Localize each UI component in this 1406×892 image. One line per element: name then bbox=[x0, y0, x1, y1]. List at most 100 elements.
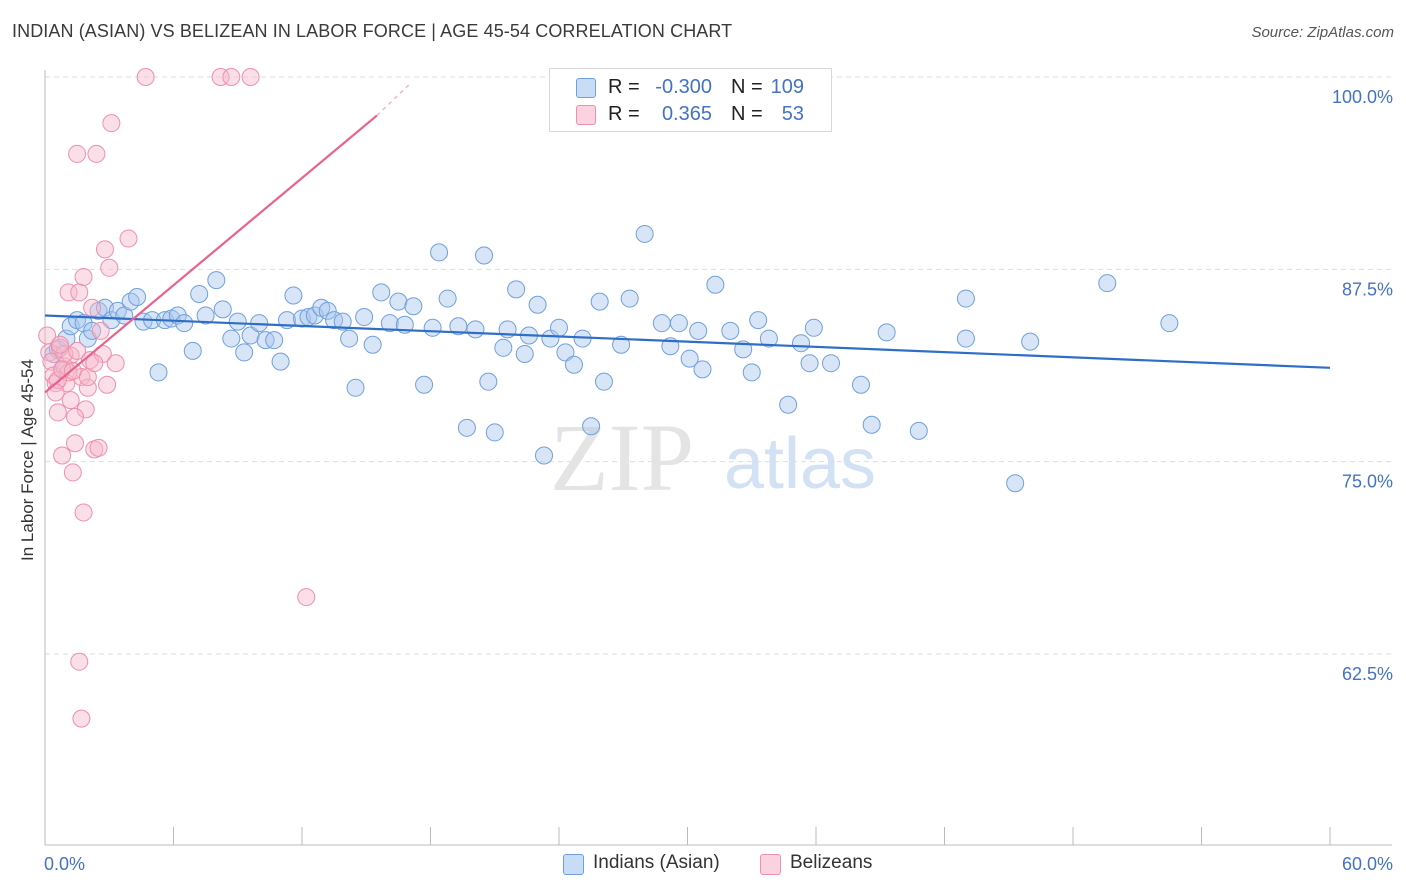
data-point bbox=[98, 375, 117, 394]
data-point bbox=[271, 352, 290, 371]
data-point bbox=[241, 326, 260, 345]
data-point bbox=[70, 652, 89, 671]
data-point bbox=[507, 280, 526, 299]
legend-row-indians: R = -0.300 N = 109 bbox=[550, 74, 831, 102]
data-point bbox=[87, 144, 106, 163]
data-point bbox=[68, 144, 87, 163]
data-point bbox=[102, 114, 121, 133]
data-point bbox=[909, 421, 928, 440]
data-point bbox=[862, 415, 881, 434]
data-point bbox=[430, 243, 449, 262]
trend-lines bbox=[44, 84, 1331, 394]
legend-swatch-indians bbox=[576, 78, 596, 98]
data-point bbox=[389, 292, 408, 311]
data-point bbox=[1098, 274, 1117, 293]
y-tick-label: 75.0% bbox=[1342, 472, 1393, 492]
data-point bbox=[415, 375, 434, 394]
data-point bbox=[363, 335, 382, 354]
legend-n-label: N = bbox=[731, 76, 763, 98]
data-point bbox=[85, 354, 104, 373]
data-point bbox=[800, 354, 819, 373]
watermark: ZIP atlas bbox=[550, 404, 876, 511]
data-point bbox=[1160, 314, 1179, 333]
watermark-zip: ZIP bbox=[550, 404, 694, 511]
data-point bbox=[68, 341, 87, 360]
data-point bbox=[48, 403, 67, 422]
legend-n-value: 53 bbox=[781, 103, 804, 125]
data-point bbox=[297, 588, 316, 607]
y-tick-label: 87.5% bbox=[1342, 279, 1393, 299]
data-point bbox=[721, 321, 740, 340]
data-point bbox=[119, 229, 138, 248]
data-point bbox=[95, 240, 114, 259]
data-point bbox=[594, 372, 613, 391]
trend-line-indians bbox=[44, 314, 1331, 369]
legend-row-belizeans: R = 0.365 N = 53 bbox=[550, 101, 831, 129]
data-point bbox=[652, 314, 671, 333]
source-credit: Source: ZipAtlas.com bbox=[1251, 24, 1394, 41]
axes bbox=[44, 70, 1392, 846]
data-point bbox=[1006, 474, 1025, 493]
data-point bbox=[457, 418, 476, 437]
data-points bbox=[38, 68, 1179, 728]
data-point bbox=[706, 275, 725, 294]
data-point bbox=[50, 335, 69, 354]
data-point bbox=[63, 463, 82, 482]
data-point bbox=[779, 395, 798, 414]
data-point bbox=[59, 283, 78, 302]
data-point bbox=[235, 343, 254, 362]
data-point bbox=[53, 446, 72, 465]
data-point bbox=[851, 375, 870, 394]
series-label-belizeans: Belizeans bbox=[790, 852, 873, 873]
data-point bbox=[590, 292, 609, 311]
data-point bbox=[485, 423, 504, 442]
y-tick-label: 62.5% bbox=[1342, 664, 1393, 684]
data-point bbox=[550, 318, 568, 337]
series-label-indians: Indians (Asian) bbox=[593, 852, 720, 873]
data-point bbox=[669, 314, 688, 333]
series-belizeans bbox=[38, 68, 316, 728]
data-point bbox=[956, 289, 975, 308]
series-swatch-belizeans bbox=[760, 854, 781, 875]
x-tick-label: 60.0% bbox=[1342, 854, 1393, 874]
data-point bbox=[680, 349, 699, 368]
data-point bbox=[804, 318, 823, 337]
data-point bbox=[128, 288, 147, 307]
x-tick-label: 0.0% bbox=[44, 854, 85, 874]
data-point bbox=[479, 372, 498, 391]
data-point bbox=[582, 417, 601, 436]
y-tick-label: 100.0% bbox=[1332, 87, 1393, 107]
data-point bbox=[211, 68, 230, 86]
data-point bbox=[175, 314, 194, 333]
data-point bbox=[749, 311, 768, 330]
data-point bbox=[423, 318, 442, 337]
data-point bbox=[46, 383, 65, 402]
data-point bbox=[346, 378, 365, 397]
trend-line-belizeans bbox=[44, 114, 378, 394]
gridlines bbox=[45, 76, 1392, 655]
data-point bbox=[515, 344, 534, 363]
data-point bbox=[404, 297, 423, 316]
data-point bbox=[1021, 332, 1040, 351]
data-point bbox=[74, 503, 93, 522]
data-point bbox=[89, 438, 108, 457]
data-point bbox=[91, 321, 110, 340]
data-point bbox=[318, 301, 337, 320]
data-point bbox=[693, 360, 712, 379]
data-point bbox=[265, 331, 284, 350]
data-point bbox=[564, 355, 583, 374]
data-point bbox=[380, 314, 399, 333]
data-point bbox=[78, 378, 97, 397]
legend-r-label: R = bbox=[608, 103, 640, 125]
data-point bbox=[635, 224, 654, 243]
legend-n-value: 109 bbox=[770, 76, 804, 98]
data-point bbox=[190, 284, 209, 303]
data-point bbox=[466, 320, 485, 339]
data-point bbox=[61, 391, 80, 410]
data-point bbox=[196, 306, 215, 325]
data-point bbox=[956, 329, 975, 348]
data-point bbox=[222, 329, 241, 348]
data-point bbox=[759, 329, 778, 348]
data-point bbox=[556, 343, 575, 362]
